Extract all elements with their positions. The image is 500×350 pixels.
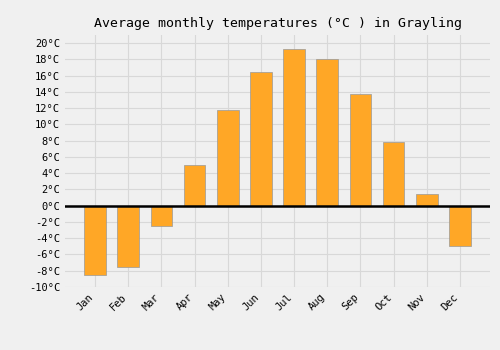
- Bar: [118, 206, 139, 267]
- Bar: [350, 93, 371, 206]
- Bar: [84, 206, 106, 275]
- Bar: [150, 206, 172, 226]
- Title: Average monthly temperatures (°C ) in Grayling: Average monthly temperatures (°C ) in Gr…: [94, 17, 462, 30]
- Bar: [217, 110, 238, 206]
- Bar: [416, 194, 438, 206]
- Bar: [449, 206, 470, 246]
- Bar: [250, 72, 272, 206]
- Bar: [383, 142, 404, 206]
- Bar: [316, 60, 338, 206]
- Bar: [184, 165, 206, 206]
- Bar: [284, 49, 305, 206]
